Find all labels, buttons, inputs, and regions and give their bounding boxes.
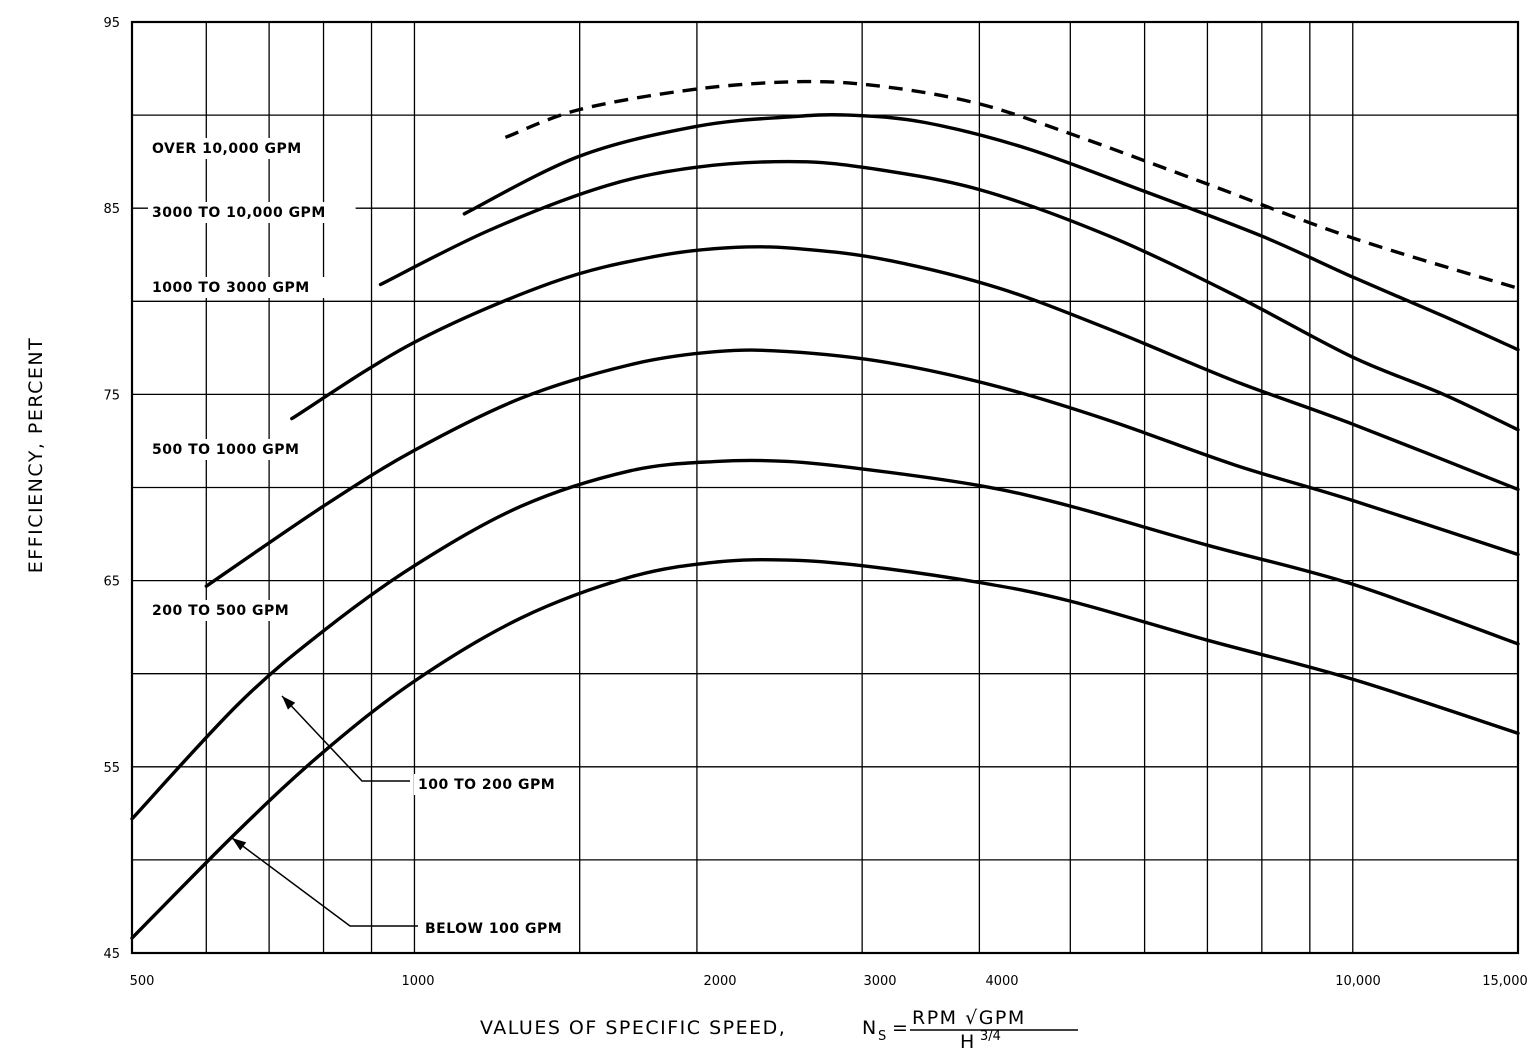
x-tick-label: 2000 bbox=[703, 974, 736, 989]
series-line-6 bbox=[130, 558, 1520, 940]
x-formula-denominator: H bbox=[960, 1031, 976, 1050]
series-line-2 bbox=[378, 159, 1520, 432]
curve-label-bg bbox=[148, 277, 334, 298]
curve-label-bg bbox=[148, 439, 322, 460]
curve-label-bg bbox=[414, 774, 577, 795]
tick-labels: 500 1000 2000 3000 4000 10,000 15,000 95 85 75 65 5… bbox=[103, 16, 1527, 989]
x-axis-title: VALUES OF SPECIFIC SPEED, bbox=[480, 1017, 786, 1039]
leader-line-below-100 bbox=[231, 837, 418, 927]
curve-label-bg bbox=[148, 202, 356, 223]
y-tick-label: 95 bbox=[103, 16, 120, 31]
curve-label: 3000 TO 10,000 GPM bbox=[152, 205, 326, 221]
x-formula-denominator-exp: 3/4 bbox=[980, 1029, 1001, 1044]
x-formula-numerator: RPM √GPM bbox=[912, 1007, 1026, 1029]
series-line-1 bbox=[462, 113, 1520, 352]
curves bbox=[130, 79, 1520, 940]
curve-label: 200 TO 500 GPM bbox=[152, 603, 289, 619]
x-tick-label: 10,000 bbox=[1335, 974, 1381, 989]
y-tick-label: 75 bbox=[103, 388, 120, 403]
series-line-4 bbox=[204, 348, 1520, 588]
curve-label: OVER 10,000 GPM bbox=[152, 141, 302, 157]
curve-label-bg bbox=[421, 918, 573, 939]
x-formula-lhs-sub: S bbox=[878, 1029, 886, 1044]
plot-frame bbox=[130, 20, 1520, 955]
curve-label: BELOW 100 GPM bbox=[425, 921, 562, 937]
curve-label-bg bbox=[148, 600, 311, 621]
y-axis-title: EFFICIENCY, PERCENT bbox=[25, 337, 47, 573]
y-tick-label: 65 bbox=[103, 575, 120, 590]
x-tick-label: 500 bbox=[130, 974, 155, 989]
leader-line-100-200 bbox=[281, 695, 410, 782]
x-tick-label: 3000 bbox=[863, 974, 896, 989]
leader-arrowhead bbox=[232, 838, 247, 851]
x-formula-lhs: N bbox=[862, 1017, 878, 1039]
series-line-0 bbox=[504, 79, 1519, 290]
curve-label: 1000 TO 3000 GPM bbox=[152, 280, 310, 296]
y-tick-label: 85 bbox=[103, 202, 120, 217]
series-line-5 bbox=[130, 458, 1520, 821]
curve-label: 500 TO 1000 GPM bbox=[152, 442, 299, 458]
x-tick-label: 4000 bbox=[985, 974, 1018, 989]
curve-label: 100 TO 200 GPM bbox=[418, 777, 555, 793]
x-formula-eq: = bbox=[892, 1017, 909, 1039]
y-tick-label: 45 bbox=[103, 947, 120, 962]
x-axis-title-group: VALUES OF SPECIFIC SPEED, N S = RPM √GPM… bbox=[480, 1007, 1078, 1050]
series-line-3 bbox=[290, 245, 1520, 492]
y-tick-label: 55 bbox=[103, 761, 120, 776]
leader-arrowhead bbox=[282, 696, 296, 710]
x-tick-label: 1000 bbox=[401, 974, 434, 989]
curve-labels: OVER 10,000 GPM 3000 TO 10,000 GPM 1000 TO… bbox=[148, 138, 577, 939]
curve-label-bg bbox=[148, 138, 322, 159]
x-tick-label: 15,000 bbox=[1482, 974, 1528, 989]
